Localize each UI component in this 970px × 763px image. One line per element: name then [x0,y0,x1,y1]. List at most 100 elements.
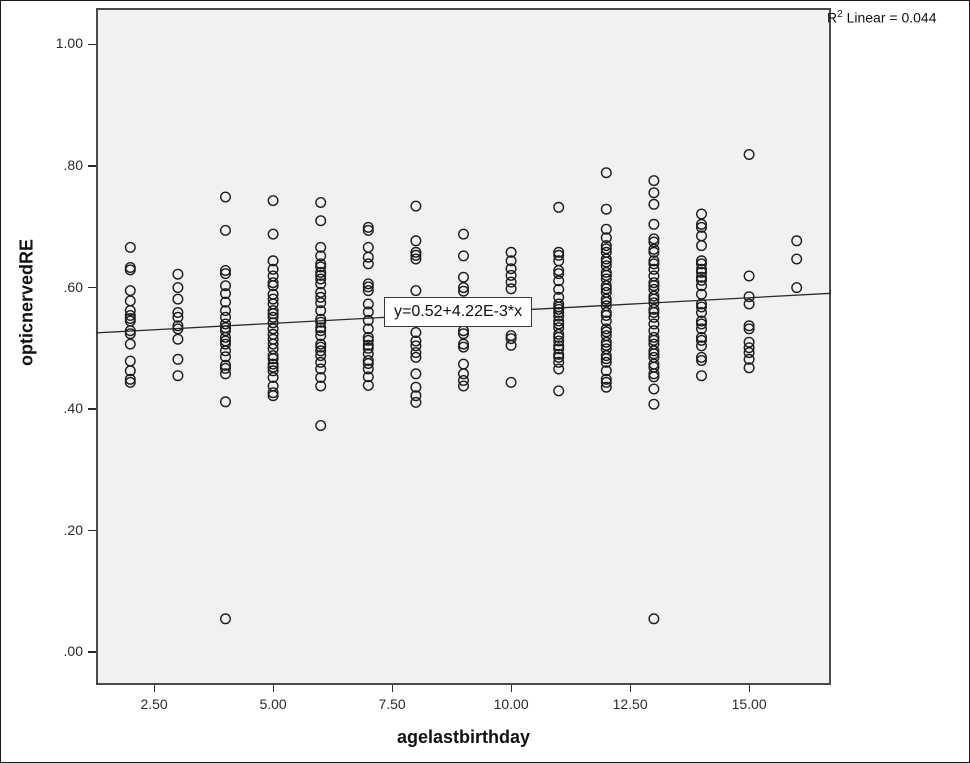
x-tick-label: 12.50 [612,696,648,712]
data-point [315,313,327,325]
data-point [553,201,565,213]
y-tick-mark [88,651,96,653]
data-point [648,398,660,410]
data-point [600,232,612,244]
data-point [696,298,708,310]
data-point [267,390,279,402]
data-point [172,307,184,319]
data-point [410,235,422,247]
data-point [458,282,470,294]
data-point [600,310,612,322]
data-point [696,334,708,346]
data-point [315,261,327,273]
data-point [696,340,708,352]
data-point [600,253,612,265]
x-tick-mark [510,685,513,692]
data-point [553,310,565,322]
data-point [600,381,612,393]
data-point [362,342,374,354]
data-point [553,331,565,343]
x-tick-label: 2.50 [140,696,168,712]
data-point [315,345,327,357]
y-tick-label: 1.00 [55,35,83,52]
data-point [696,370,708,382]
data-point [505,333,517,345]
data-point [743,291,755,303]
data-point [315,196,327,208]
data-point [267,311,279,323]
plot-area [96,8,831,685]
data-point [172,282,184,294]
scatter-canvas [95,148,832,625]
data-point [219,296,231,308]
data-point [315,291,327,303]
r2-text: Linear = 0.044 [842,9,937,26]
data-point [219,362,231,374]
data-point [124,373,136,385]
data-point [458,271,470,283]
data-point [648,383,660,395]
data-point [315,278,327,290]
data-point [648,368,660,380]
data-point [219,311,231,323]
data-point [600,315,612,327]
data-point [410,340,422,352]
data-point [267,353,279,365]
y-tick-label: .80 [63,157,83,173]
data-point [315,215,327,227]
y-tick-mark [88,165,96,167]
data-point [600,323,612,335]
data-point [600,280,612,292]
data-point [696,240,708,252]
data-point [648,303,660,315]
data-point [315,341,327,353]
y-tick-mark [88,408,96,410]
data-point [648,311,660,323]
data-point [362,306,374,318]
data-point [553,385,565,397]
data-point [362,224,374,236]
data-point [553,328,565,340]
data-point [696,301,708,313]
data-point [267,228,279,240]
data-point [600,353,612,365]
data-point [172,370,184,382]
data-point [648,258,660,270]
data-point [124,305,136,317]
data-point [124,338,136,350]
x-tick-mark [153,685,156,692]
data-point [267,387,279,399]
data-point [315,380,327,392]
data-points-layer [124,148,803,625]
data-point [553,315,565,327]
data-point [362,334,374,346]
data-point [315,316,327,328]
y-tick-label: .60 [63,278,83,295]
data-point [600,240,612,252]
data-point [458,338,470,350]
data-point [315,269,327,281]
data-point [505,276,517,288]
data-point [648,198,660,210]
x-tick-mark [272,685,275,692]
data-point [458,380,470,392]
data-point [648,290,660,302]
data-point [696,221,708,233]
data-point [458,341,470,353]
data-point [505,269,517,281]
data-point [458,375,470,387]
data-point [124,376,136,388]
x-tick-mark [391,685,394,692]
data-point [648,233,660,245]
data-point [219,613,231,625]
x-tick-label: 5.00 [259,696,287,712]
data-point [410,396,422,408]
data-point [600,376,612,388]
data-point [696,274,708,286]
data-point [696,280,708,292]
data-point [696,307,708,319]
data-point [791,253,803,265]
data-point [600,307,612,319]
data-point [791,235,803,247]
